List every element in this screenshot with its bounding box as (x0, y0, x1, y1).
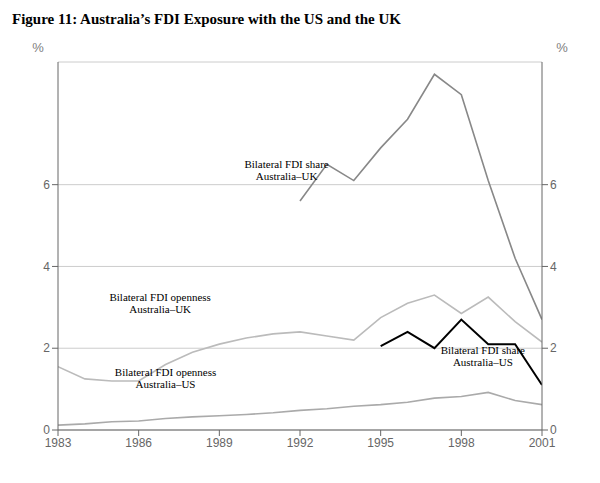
svg-text:1998: 1998 (448, 436, 475, 450)
svg-text:2: 2 (43, 341, 50, 355)
svg-text:1983: 1983 (45, 436, 72, 450)
html-text:Figure 11: Australia’s FDI Exp: Figure 11: Australia’s FDI Exposure with… (12, 11, 401, 27)
svg-text:2001: 2001 (529, 436, 556, 450)
svg-text:1989: 1989 (206, 436, 233, 450)
svg-text:1992: 1992 (287, 436, 314, 450)
svg-text:%: % (32, 40, 44, 55)
svg-text:6: 6 (43, 178, 50, 192)
svg-text:Bilateral FDI opennessAustrali: Bilateral FDI opennessAustralia–US (115, 366, 216, 390)
svg-text:Bilateral FDI shareAustralia–U: Bilateral FDI shareAustralia–UK (244, 158, 328, 182)
svg-text:1995: 1995 (367, 436, 394, 450)
svg-text:6: 6 (550, 178, 557, 192)
svg-text:0: 0 (550, 423, 557, 437)
svg-text:%: % (556, 40, 568, 55)
svg-text:Bilateral FDI opennessAustrali: Bilateral FDI opennessAustralia–UK (109, 291, 210, 315)
svg-text:Bilateral FDI shareAustralia–U: Bilateral FDI shareAustralia–US (441, 344, 525, 368)
svg-text:4: 4 (550, 260, 557, 274)
svg-text:0: 0 (43, 423, 50, 437)
svg-text:4: 4 (43, 260, 50, 274)
svg-text:2: 2 (550, 341, 557, 355)
svg-text:1986: 1986 (125, 436, 152, 450)
